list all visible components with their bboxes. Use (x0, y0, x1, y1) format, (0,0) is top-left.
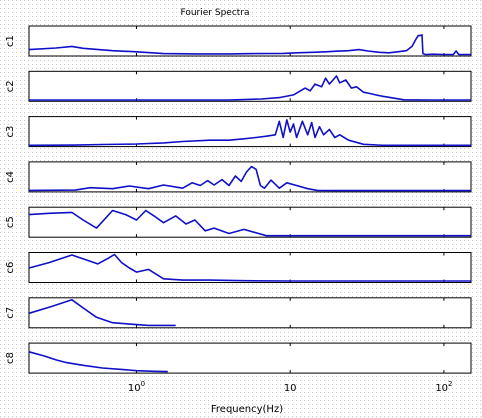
spectrum-line-c7 (28, 298, 176, 327)
x-tick-label: 10 (284, 383, 297, 394)
y-axis-label-c5: c5 (5, 216, 16, 228)
panel-frame (28, 116, 472, 148)
spectrum-line-c8 (28, 351, 168, 373)
panel-frame (28, 206, 472, 238)
panel-c2: c2 (5, 70, 472, 102)
panel-frame (28, 342, 472, 374)
panel-c4: c4 (5, 161, 472, 193)
panel-frame (28, 161, 472, 193)
spectrum-line-c1 (28, 33, 471, 56)
spectrum-line-c2 (29, 75, 471, 101)
spectrum-line-c4 (28, 165, 471, 192)
spectrum-line-c3 (28, 119, 471, 147)
y-axis-label-c7: c7 (5, 307, 16, 319)
y-axis-label-c4: c4 (5, 171, 16, 183)
panel-c8: c8 (5, 342, 472, 374)
y-axis-label-c1: c1 (5, 35, 16, 47)
y-axis-label-c3: c3 (5, 126, 16, 138)
panel-frame (28, 297, 472, 329)
y-axis-label-c2: c2 (5, 80, 16, 92)
panel-c6: c6 (5, 252, 472, 283)
panel-frame (28, 252, 472, 283)
y-axis-label-c6: c6 (5, 262, 16, 274)
spectrum-line-c6 (28, 253, 471, 282)
x-axis-label: Frequency(Hz) (211, 404, 283, 415)
figure-title: Fourier Spectra (180, 8, 249, 18)
y-axis-label-c8: c8 (5, 352, 16, 364)
panel-frame (28, 70, 472, 102)
spectrum-line-c5 (28, 209, 471, 237)
panel-c5: c5 (5, 206, 472, 238)
panels-group: c1 c2 c3 c4 c5 c6 c7 c8 (5, 25, 472, 374)
panel-c1: c1 (5, 25, 472, 57)
panel-c3: c3 (5, 116, 472, 148)
panel-frame (28, 25, 472, 57)
panel-c7: c7 (5, 297, 472, 329)
